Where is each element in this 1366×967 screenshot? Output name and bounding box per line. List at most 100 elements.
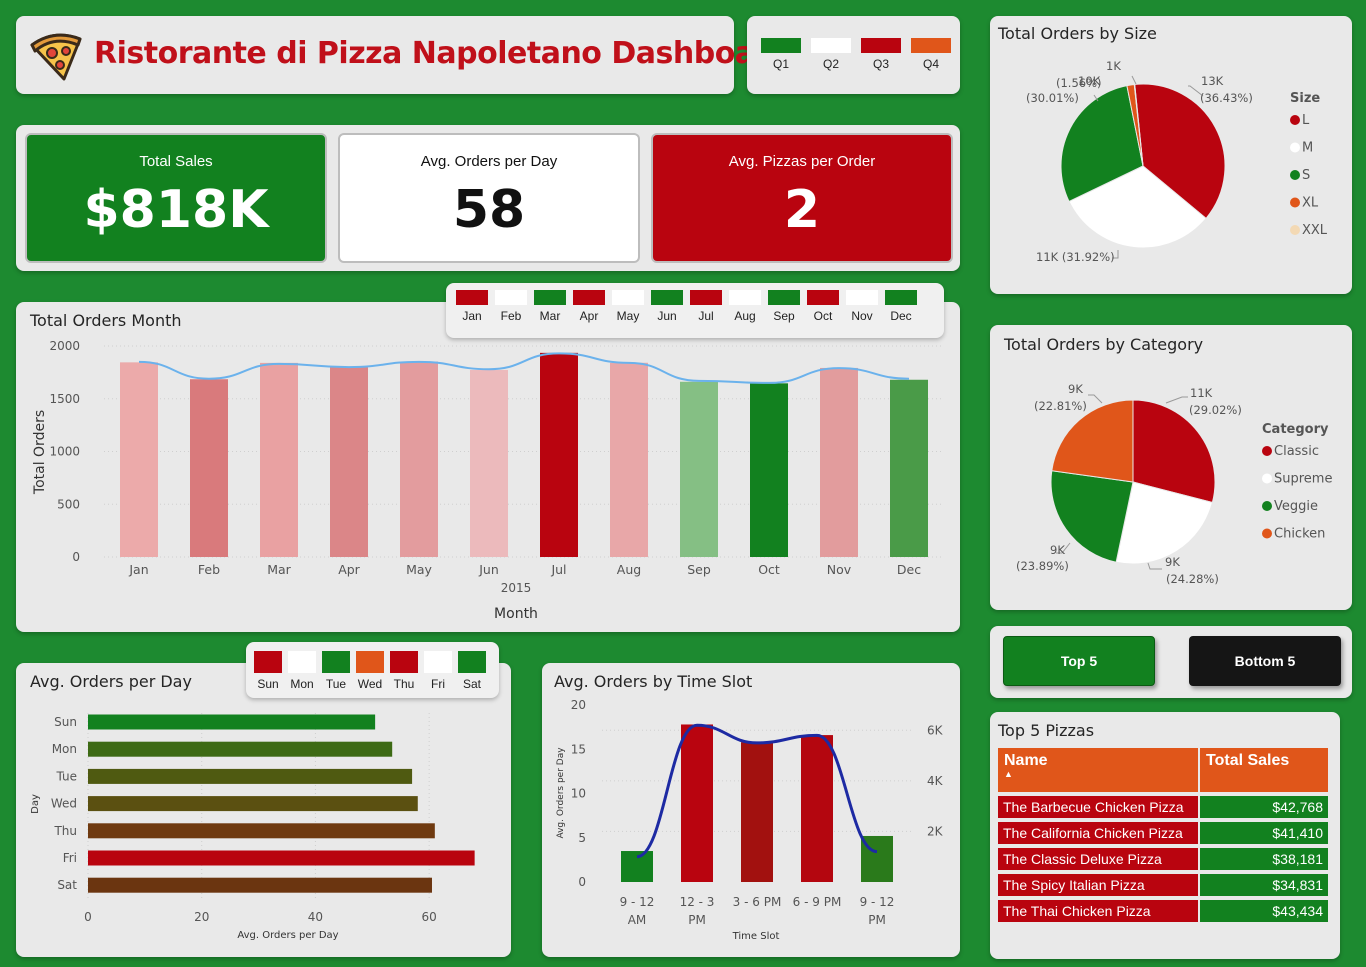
bar-jul[interactable]: [540, 352, 578, 557]
month-option-swatch: [534, 290, 566, 305]
bar-jun[interactable]: [470, 369, 508, 557]
kpi-avg-orders-day-label: Avg. Orders per Day: [420, 153, 558, 170]
month-option-may[interactable]: May: [612, 290, 644, 323]
bar-nov[interactable]: [820, 367, 858, 557]
pie-slice-l[interactable]: [1134, 83, 1226, 220]
orders-by-category-card: Total Orders by Category 11K (29.02%) 9K (2…: [990, 325, 1352, 610]
column-header-name-label: Name: [1004, 752, 1048, 769]
bar-may[interactable]: [400, 361, 438, 557]
kpi-avg-pizzas-order-value: 2: [783, 180, 821, 240]
bar-apr[interactable]: [330, 367, 368, 557]
legend-item-l[interactable]: L: [1302, 113, 1310, 128]
quarter-option-swatch: [811, 38, 851, 53]
table-row[interactable]: The California Chicken Pizza $41,410: [998, 822, 1328, 844]
month-option-oct[interactable]: Oct: [807, 290, 839, 323]
day-option-sat[interactable]: Sat: [458, 651, 486, 691]
pie-slice-s[interactable]: [1060, 85, 1144, 203]
bar-tue[interactable]: [88, 768, 413, 784]
day-option-label: Thu: [393, 677, 415, 691]
bar-wed[interactable]: [88, 796, 418, 812]
quarter-option-q2[interactable]: Q2: [811, 38, 851, 71]
month-option-feb[interactable]: Feb: [495, 290, 527, 323]
data-label: 9K: [1050, 543, 1065, 557]
trend-line: [138, 352, 910, 384]
avg-orders-day-title: Avg. Orders per Day: [30, 672, 192, 691]
day-option-tue[interactable]: Tue: [322, 651, 350, 691]
pie-slice-xxl[interactable]: [1133, 83, 1144, 167]
bar-time-slot-2[interactable]: [741, 742, 773, 882]
pie-slice-veggie[interactable]: [1050, 470, 1134, 563]
bar-time-slot-1[interactable]: [681, 724, 713, 882]
quarter-option-q4[interactable]: Q4: [911, 38, 951, 71]
month-option-jan[interactable]: Jan: [456, 290, 488, 323]
legend-item-s[interactable]: S: [1302, 168, 1310, 183]
bar-dec[interactable]: [890, 379, 928, 557]
line-series: [636, 723, 878, 859]
y-tick-label: Thu: [53, 824, 77, 838]
pie-slice-chicken[interactable]: [1051, 399, 1134, 483]
x-tick-label: 12 - 3: [680, 895, 715, 909]
month-option-swatch: [768, 290, 800, 305]
bar-time-slot-3[interactable]: [801, 735, 833, 882]
month-option-apr[interactable]: Apr: [573, 290, 605, 323]
legend-item-m[interactable]: M: [1302, 141, 1313, 156]
month-option-swatch: [846, 290, 878, 305]
bar-jan[interactable]: [120, 362, 158, 557]
column-header-name[interactable]: Name ▲: [998, 748, 1200, 792]
orders-by-size-card: Total Orders by Size 13K (36.43%) 11K (31.…: [990, 16, 1352, 294]
bar-thu[interactable]: [88, 823, 435, 839]
legend-item-veggie[interactable]: Veggie: [1274, 499, 1318, 514]
bar-sun[interactable]: [88, 714, 376, 730]
month-option-swatch: [807, 290, 839, 305]
day-option-sun[interactable]: Sun: [254, 651, 282, 691]
bar-aug[interactable]: [610, 362, 648, 557]
legend-marker: [1290, 142, 1300, 153]
x-tick-label: Apr: [338, 562, 360, 577]
quarter-option-q3[interactable]: Q3: [861, 38, 901, 71]
legend-item-classic[interactable]: Classic: [1274, 444, 1319, 459]
bar-fri[interactable]: [88, 850, 475, 866]
table-row[interactable]: The Classic Deluxe Pizza $38,181: [998, 848, 1328, 870]
pie-slice-classic[interactable]: [1132, 399, 1216, 504]
column-header-sales[interactable]: Total Sales: [1200, 748, 1328, 792]
day-option-fri[interactable]: Fri: [424, 651, 452, 691]
legend-item-chicken[interactable]: Chicken: [1274, 527, 1325, 542]
month-option-aug[interactable]: Aug: [729, 290, 761, 323]
x-tick-label: 6 - 9 PM: [793, 895, 842, 909]
day-option-mon[interactable]: Mon: [288, 651, 316, 691]
legend-item-xl[interactable]: XL: [1302, 196, 1319, 211]
table-row[interactable]: The Spicy Italian Pizza $34,831: [998, 874, 1328, 896]
pizza-name-cell: The Barbecue Chicken Pizza: [998, 796, 1200, 818]
day-option-thu[interactable]: Thu: [390, 651, 418, 691]
top-pizzas-table: Name ▲ Total Sales The Barbecue Chicken …: [998, 744, 1328, 926]
quarter-option-q1[interactable]: Q1: [761, 38, 801, 71]
table-row[interactable]: The Barbecue Chicken Pizza $42,768: [998, 796, 1328, 818]
month-option-dec[interactable]: Dec: [885, 290, 917, 323]
bar-mar[interactable]: [260, 362, 298, 557]
legend-item-supreme[interactable]: Supreme: [1274, 472, 1332, 487]
legend-item-xxl[interactable]: XXL: [1302, 223, 1328, 238]
pie-slice-supreme[interactable]: [1115, 481, 1214, 565]
bar-mon[interactable]: [88, 741, 393, 757]
bottom5-button[interactable]: Bottom 5: [1189, 636, 1341, 686]
month-option-nov[interactable]: Nov: [846, 290, 878, 323]
month-option-jun[interactable]: Jun: [651, 290, 683, 323]
page-title: Ristorante di Pizza Napoletano Dashboard: [94, 36, 790, 71]
bar-feb[interactable]: [190, 379, 228, 557]
pizza-sales-cell: $38,181: [1200, 848, 1328, 870]
month-option-sep[interactable]: Sep: [768, 290, 800, 323]
day-option-wed[interactable]: Wed: [356, 651, 384, 691]
bar-sat[interactable]: [88, 877, 432, 893]
table-row[interactable]: The Thai Chicken Pizza $43,434: [998, 900, 1328, 922]
data-label: (24.28%): [1166, 572, 1219, 586]
bar-oct[interactable]: [750, 383, 788, 557]
day-option-label: Wed: [357, 677, 383, 691]
top5-button[interactable]: Top 5: [1003, 636, 1155, 686]
month-slicer: Jan Feb Mar Apr May Jun Jul Aug Sep Oct Nov Dec: [446, 283, 944, 338]
y-tick-label: 5: [578, 831, 586, 845]
time-slot-chart: 0 5 10 15 20 2K 4K 6K 9 - 12 AM 12 - 3 PM 3 - 6 PM 6 …: [556, 698, 944, 942]
month-option-jul[interactable]: Jul: [690, 290, 722, 323]
month-option-mar[interactable]: Mar: [534, 290, 566, 323]
bar-sep[interactable]: [680, 381, 718, 557]
pie-slice-m[interactable]: [1068, 165, 1207, 249]
